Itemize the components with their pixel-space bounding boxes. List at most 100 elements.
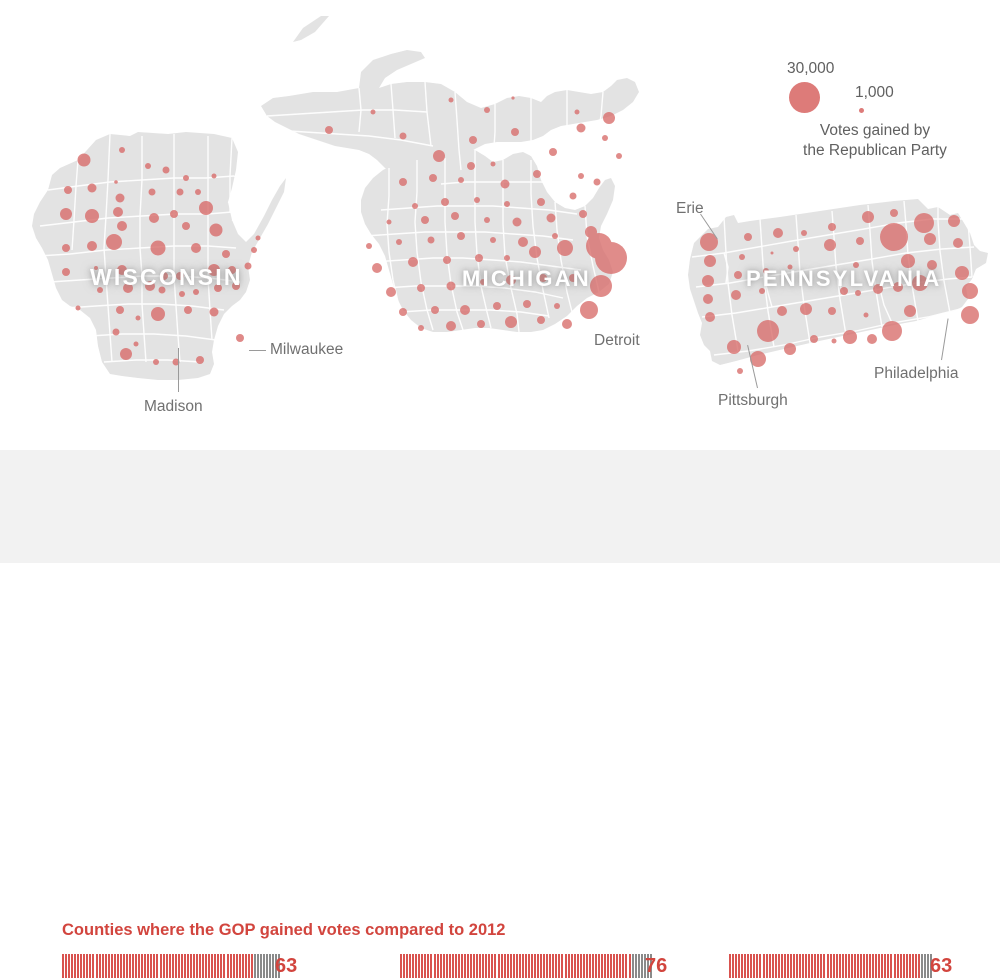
tick-mark-gained xyxy=(820,954,823,978)
band-title: Counties where the GOP gained votes comp… xyxy=(62,921,506,939)
tick-mark-gained xyxy=(62,954,64,978)
tick-mark-gained xyxy=(613,954,616,978)
tick-mark-gained xyxy=(598,954,601,978)
tick-mark-gained xyxy=(759,954,762,978)
tick-mark-gained xyxy=(208,954,211,978)
tick-mark-gained xyxy=(467,954,470,978)
isle-royale xyxy=(293,16,329,42)
tick-mark-gained xyxy=(448,954,451,978)
tick-mark-gained xyxy=(147,954,150,978)
tick-mark-gained xyxy=(488,954,491,978)
tick-mark-gained xyxy=(494,954,497,978)
tick-mark-gained xyxy=(570,954,573,978)
tick-mark-gained xyxy=(576,954,579,978)
tick-mark-gained xyxy=(113,954,116,978)
tick-mark-gained xyxy=(71,954,74,978)
map-pennsylvania[interactable] xyxy=(680,195,1000,395)
tick-mark-gained xyxy=(83,954,86,978)
tick-mark-gained xyxy=(832,954,835,978)
tick-mark-other xyxy=(927,954,930,978)
tick-mark-gained xyxy=(847,954,850,978)
tick-mark-gained xyxy=(853,954,856,978)
tick-mark-gained xyxy=(512,954,515,978)
tick-mark-gained xyxy=(780,954,783,978)
tick-mark-gained xyxy=(491,954,494,978)
tick-mark-gained xyxy=(400,954,402,978)
tick-mark-gained xyxy=(917,954,920,978)
tick-mark-gained xyxy=(786,954,789,978)
tick-mark-gained xyxy=(860,954,863,978)
tick-mark-other xyxy=(631,954,634,978)
tick-mark-gained xyxy=(595,954,597,978)
tick-mark-gained xyxy=(153,954,156,978)
tick-mark-gained xyxy=(199,954,202,978)
leader-line-madison xyxy=(178,348,179,392)
tick-mark-gained xyxy=(872,954,875,978)
tick-mark-other xyxy=(269,954,272,978)
tick-mark-gained xyxy=(110,954,113,978)
tick-mark-gained xyxy=(433,954,436,978)
tick-mark-gained xyxy=(783,954,786,978)
tick-bar-pennsylvania xyxy=(729,954,933,978)
tick-mark-gained xyxy=(65,954,68,978)
tick-mark-gained xyxy=(823,954,826,978)
tick-mark-gained xyxy=(418,954,421,978)
tick-mark-gained xyxy=(132,954,135,978)
city-label-milwaukee: Milwaukee xyxy=(270,341,344,358)
maps-area: WISCONSIN MICHIGAN PENNSYLVANIA Milwauke… xyxy=(0,0,1000,450)
tick-mark-other xyxy=(257,954,259,978)
tick-mark-other xyxy=(924,954,926,978)
tick-mark-gained xyxy=(604,954,607,978)
tick-mark-gained xyxy=(878,954,881,978)
tick-mark-gained xyxy=(442,954,445,978)
map-wisconsin[interactable] xyxy=(18,130,318,400)
tick-mark-gained xyxy=(247,954,250,978)
map-michigan[interactable] xyxy=(255,10,655,400)
tick-mark-gained xyxy=(841,954,844,978)
tick-mark-gained xyxy=(552,954,555,978)
tick-mark-gained xyxy=(223,954,226,978)
tick-mark-other xyxy=(263,954,266,978)
tick-mark-gained xyxy=(521,954,524,978)
tick-mark-gained xyxy=(573,954,576,978)
tick-mark-gained xyxy=(159,954,162,978)
tick-mark-gained xyxy=(902,954,905,978)
legend-small-circle-icon xyxy=(859,108,864,113)
tick-mark-gained xyxy=(814,954,817,978)
wisconsin-county-borders xyxy=(37,133,259,363)
tick-mark-gained xyxy=(844,954,847,978)
tick-mark-gained xyxy=(869,954,872,978)
tick-mark-gained xyxy=(561,954,564,978)
tick-mark-other xyxy=(637,954,640,978)
bar-value-pennsylvania: 63 xyxy=(930,955,953,977)
tick-mark-gained xyxy=(625,954,628,978)
tick-mark-gained xyxy=(180,954,183,978)
tick-mark-gained xyxy=(509,954,512,978)
tick-mark-gained xyxy=(796,954,799,978)
tick-mark-gained xyxy=(808,954,811,978)
tick-mark-gained xyxy=(135,954,138,978)
tick-mark-gained xyxy=(811,954,814,978)
tick-mark-gained xyxy=(479,954,482,978)
tick-mark-other xyxy=(266,954,269,978)
tick-mark-other xyxy=(260,954,263,978)
tick-mark-gained xyxy=(415,954,418,978)
tick-mark-gained xyxy=(875,954,878,978)
tick-mark-gained xyxy=(768,954,771,978)
tick-mark-gained xyxy=(534,954,537,978)
tick-mark-gained xyxy=(463,954,466,978)
tick-mark-gained xyxy=(232,954,235,978)
tick-mark-gained xyxy=(220,954,223,978)
tick-mark-gained xyxy=(564,954,567,978)
tick-mark-gained xyxy=(403,954,406,978)
tick-mark-gained xyxy=(890,954,893,978)
tick-mark-gained xyxy=(214,954,217,978)
tick-mark-gained xyxy=(588,954,591,978)
tick-mark-gained xyxy=(908,954,911,978)
tick-mark-gained xyxy=(217,954,220,978)
legend-caption: Votes gained by the Republican Party xyxy=(760,121,990,161)
tick-mark-gained xyxy=(518,954,521,978)
tick-mark-gained xyxy=(750,954,753,978)
tick-mark-gained xyxy=(457,954,460,978)
tick-mark-gained xyxy=(805,954,808,978)
